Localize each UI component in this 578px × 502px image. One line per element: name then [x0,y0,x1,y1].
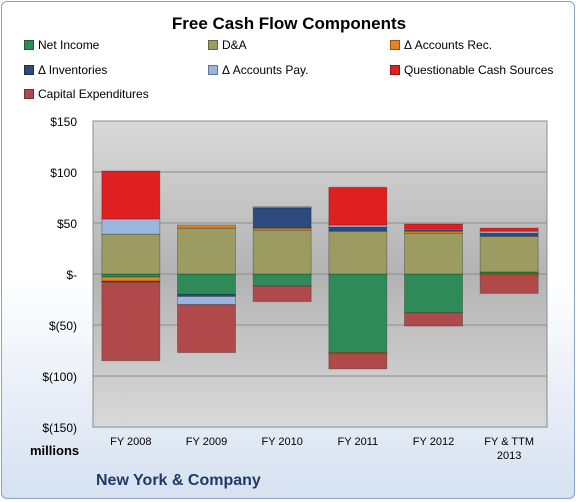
legend-item-d-a: D&A [208,38,247,52]
legend-label: Net Income [38,38,100,52]
x-tick-label: FY 2009 [186,436,227,448]
x-tick-label: FY & TTM [484,436,534,448]
y-tick-label: $- [66,268,77,282]
legend-swatch [24,89,34,99]
bar-d-a [328,230,388,275]
bar-inventories [252,207,312,229]
bars [101,170,539,370]
legend-item-inventories: Δ Inventories [24,63,107,77]
legend-swatch [24,65,34,75]
bar-capital-expenditures [328,353,388,370]
bar-d-a [101,233,161,275]
bar-capital-expenditures [252,285,312,303]
legend-label: Capital Expenditures [38,87,149,101]
bar-questionable-cash-sources [404,223,463,230]
bar-questionable-cash-sources [479,227,539,232]
x-tick-label: FY 2008 [110,436,151,448]
x-tick-label: FY 2011 [338,436,379,448]
legend-item-accounts-pay: Δ Accounts Pay. [208,63,309,77]
bar-capital-expenditures [101,281,161,362]
bar-capital-expenditures [404,312,463,327]
legend-swatch [208,40,218,50]
bar-accounts-pay [177,295,236,306]
y-tick-label: $(50) [49,319,77,333]
legend-label: Δ Accounts Rec. [404,38,493,52]
legend-swatch [208,65,218,75]
bar-d-a [252,229,312,275]
company-name: New York & Company [96,472,261,489]
bar-questionable-cash-sources [328,186,388,226]
bar-capital-expenditures [479,274,539,294]
legend-item-net-income: Net Income [24,38,99,52]
bar-net-income [404,273,463,314]
y-tick-label: $(150) [42,421,77,435]
legend-label: Questionable Cash Sources [404,63,554,77]
x-tick-label: FY 2012 [413,436,454,448]
y-axis: $150 $100 $50 $- $(50) $(100) $(150) [42,115,77,435]
x-axis: FY 2008 FY 2009 FY 2010 FY 2011 FY 2012 FY & … [110,436,534,462]
y-tick-label: $100 [50,166,77,180]
bar-inventories [328,226,388,232]
legend-item-accounts-rec: Δ Accounts Rec. [390,38,492,52]
legend-label: Δ Inventories [38,63,108,77]
bar-accounts-rec [177,224,236,229]
bar-net-income [328,273,388,354]
y-tick-label: $150 [50,115,77,129]
bar-accounts-rec [252,227,312,231]
bar-net-income [252,273,312,287]
gridlines [93,120,547,428]
legend-swatch [24,40,34,50]
bar-questionable-cash-sources [101,170,161,220]
bar-d-a [479,235,539,273]
legend-item-capital-expenditures: Capital Expenditures [24,87,149,101]
legend-swatch [390,40,400,50]
x-tick-label: 2013 [497,450,521,462]
bar-accounts-pay [101,218,161,235]
legend-item-questionable-cash-sources: Questionable Cash Sources [390,63,553,77]
legend-label: Δ Accounts Pay. [222,63,309,77]
bar-capital-expenditures [177,304,236,354]
x-tick-label: FY 2010 [261,436,302,448]
legend-label: D&A [222,38,247,52]
y-tick-label: $(100) [42,370,77,384]
bar-accounts-pay [252,206,312,209]
bar-net-income [177,273,236,295]
bar-d-a [177,227,236,275]
legend-swatch [390,65,400,75]
units-label: millions [30,443,80,458]
y-tick-label: $50 [57,217,77,231]
bar-d-a [404,232,463,275]
chart-title: Free Cash Flow Components [171,14,407,33]
bar-accounts-rec [101,276,161,282]
